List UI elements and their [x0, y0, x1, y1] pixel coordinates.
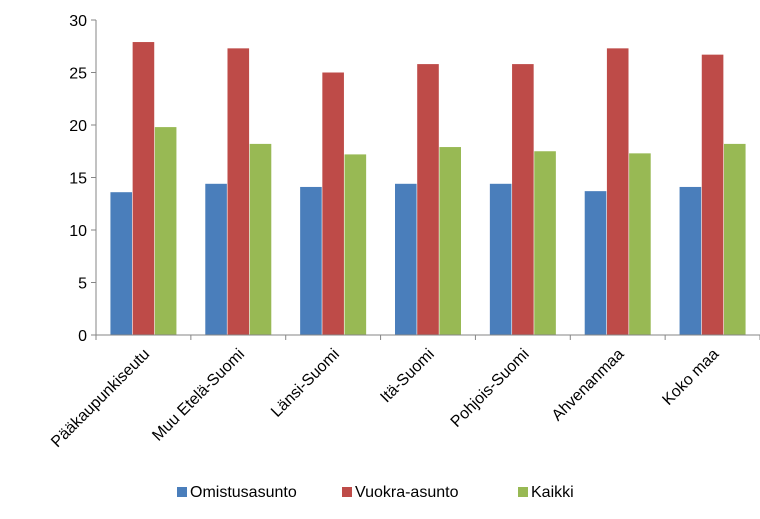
bar-vuokra-asunto-3 — [417, 64, 439, 335]
bar-vuokra-asunto-5 — [606, 48, 629, 335]
bar-vuokra-asunto-1 — [227, 48, 250, 335]
y-tick-label: 30 — [69, 13, 87, 30]
x-tick-label: Ahvenanmaa — [549, 346, 628, 425]
bar-kaikki-3 — [439, 147, 461, 335]
bar-kaikki-5 — [629, 153, 651, 335]
legend-item: Omistusasunto — [177, 484, 297, 501]
bars — [110, 42, 746, 336]
y-axis: 0 5 10 15 20 25 30 — [69, 13, 97, 345]
bar-vuokra-asunto-4 — [512, 64, 534, 335]
bar-kaikki-4 — [534, 151, 556, 335]
x-tick-label: Koko maa — [659, 346, 722, 409]
x-tick-label: Muu Etelä-Suomi — [149, 346, 248, 445]
bar-omistusasunto-4 — [489, 183, 512, 335]
legend-label: Omistusasunto — [190, 484, 297, 501]
x-tick-label: Pohjois-Suomi — [448, 346, 533, 431]
bar-omistusasunto-0 — [110, 192, 133, 335]
x-tick-label: Länsi-Suomi — [268, 346, 343, 421]
bar-kaikki-0 — [154, 127, 177, 335]
bar-kaikki-2 — [344, 154, 367, 335]
bar-omistusasunto-3 — [395, 183, 417, 335]
legend: Omistusasunto Vuokra-asunto Kaikki — [177, 484, 574, 501]
y-tick-label: 0 — [78, 328, 87, 345]
bar-omistusasunto-5 — [584, 191, 607, 335]
bar-omistusasunto-2 — [300, 186, 322, 335]
y-tick-label: 15 — [69, 171, 87, 188]
legend-item: Vuokra-asunto — [342, 484, 459, 501]
bar-omistusasunto-1 — [205, 183, 227, 335]
x-tick-label: Itä-Suomi — [377, 346, 437, 406]
y-tick-label: 10 — [69, 223, 87, 240]
legend-item: Kaikki — [518, 484, 574, 501]
bar-kaikki-1 — [249, 143, 272, 335]
legend-swatch — [342, 487, 352, 497]
legend-label: Vuokra-asunto — [355, 484, 459, 501]
bar-vuokra-asunto-6 — [701, 54, 724, 336]
bar-kaikki-6 — [723, 143, 746, 335]
legend-label: Kaikki — [531, 484, 574, 501]
y-tick-label: 20 — [69, 118, 87, 135]
x-tick-label: Pääkaupunkiseutu — [48, 346, 153, 451]
y-tick-label: 25 — [69, 66, 87, 83]
bar-omistusasunto-6 — [679, 186, 702, 335]
legend-swatch — [518, 487, 528, 497]
bar-vuokra-asunto-2 — [322, 72, 344, 335]
y-tick-label: 5 — [78, 276, 87, 293]
bar-vuokra-asunto-0 — [132, 42, 155, 336]
legend-swatch — [177, 487, 187, 497]
